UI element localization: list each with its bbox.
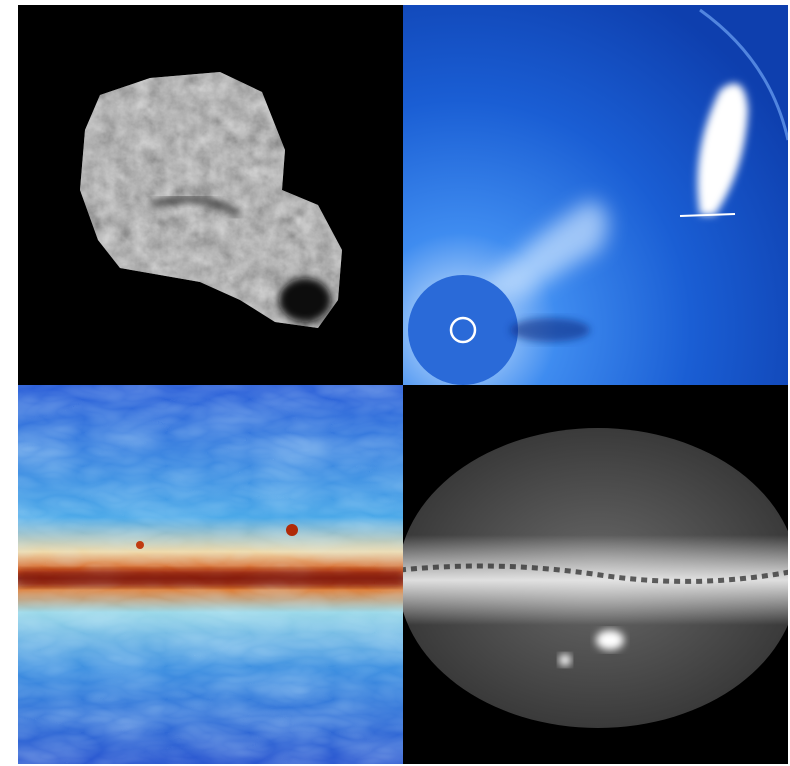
occulter [408, 275, 518, 385]
small-magellanic-cloud [559, 654, 571, 666]
field-edge [699, 8, 788, 141]
magnetic-field-map [18, 385, 403, 764]
hot-spot [286, 524, 298, 536]
coronagraph-photo [403, 5, 788, 385]
all-sky-map [403, 385, 788, 764]
occulter-arm [510, 318, 590, 342]
neck-shadow [149, 196, 242, 218]
comet-nucleus-photo [18, 5, 403, 385]
galactic-plane [18, 570, 403, 586]
comet-head [679, 213, 736, 217]
comet-tail [697, 83, 748, 215]
cme [480, 200, 608, 300]
crater-shadow [279, 278, 331, 322]
dust-lanes [403, 563, 788, 584]
large-magellanic-cloud [596, 630, 624, 650]
hot-spot [136, 541, 144, 549]
sun-marker [449, 316, 477, 344]
